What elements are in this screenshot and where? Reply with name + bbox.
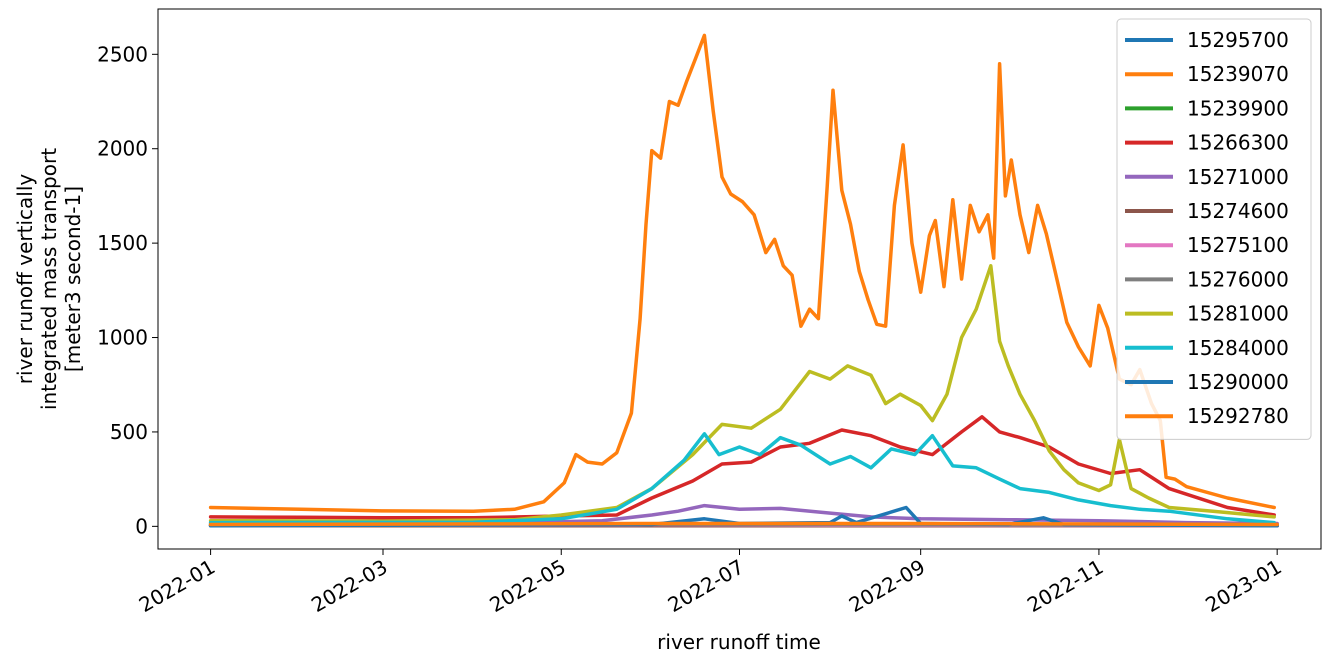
legend-label: 15239070 [1187,62,1289,86]
legend-label: 15276000 [1187,267,1289,291]
y-tick-label: 500 [110,420,148,444]
legend-label: 15274600 [1187,199,1289,223]
x-axis-title: river runoff time [657,630,821,654]
x-tick-label: 2022-09 [845,555,929,618]
series-line-15271000 [208,503,1279,526]
y-axis-title: river runoff vertically integrated mass … [13,148,85,410]
y-axis: 0 500 1000 1500 2000 2500 [97,42,158,538]
legend-label: 15284000 [1187,336,1289,360]
legend-box [1116,18,1312,440]
y-tick-label: 0 [135,514,148,538]
series-line-15281000 [208,264,1276,523]
legend: 15295700 15239070 15239900 15266300 15271000… [1116,18,1312,440]
series-line-15292780 [208,521,1279,527]
y-tick-label: 2500 [97,42,148,66]
x-tick-label: 2022-05 [485,555,569,618]
y-axis-title-line-3: [meter3 second-1] [61,186,85,372]
legend-label: 15239900 [1187,96,1289,120]
legend-label: 15292780 [1187,404,1289,428]
series-line-15284000 [208,432,1276,525]
legend-label: 15290000 [1187,370,1289,394]
legend-label: 15275100 [1187,233,1289,257]
x-tick-label: 2022-01 [135,555,219,618]
x-tick-label: 2022-11 [1023,555,1107,618]
y-tick-label: 1500 [97,231,148,255]
series-line-15239070 [208,33,1276,513]
legend-label: 15271000 [1187,165,1289,189]
series-layer [208,33,1279,528]
y-tick-label: 1000 [97,326,148,350]
y-axis-title-line-2: integrated mass transport [37,148,61,410]
x-axis: 2022-01 2022-03 2022-05 2022-07 2022-09 2022-… [135,549,1286,617]
x-tick-label: 2022-03 [307,555,391,618]
legend-label: 15281000 [1187,302,1289,326]
x-tick-label: 2022-07 [664,555,748,618]
legend-label: 15295700 [1187,28,1289,52]
legend-label: 15266300 [1187,131,1289,155]
y-axis-title-line-1: river runoff vertically [13,174,37,385]
x-tick-label: 2023-01 [1201,555,1285,618]
y-tick-label: 2000 [97,137,148,161]
